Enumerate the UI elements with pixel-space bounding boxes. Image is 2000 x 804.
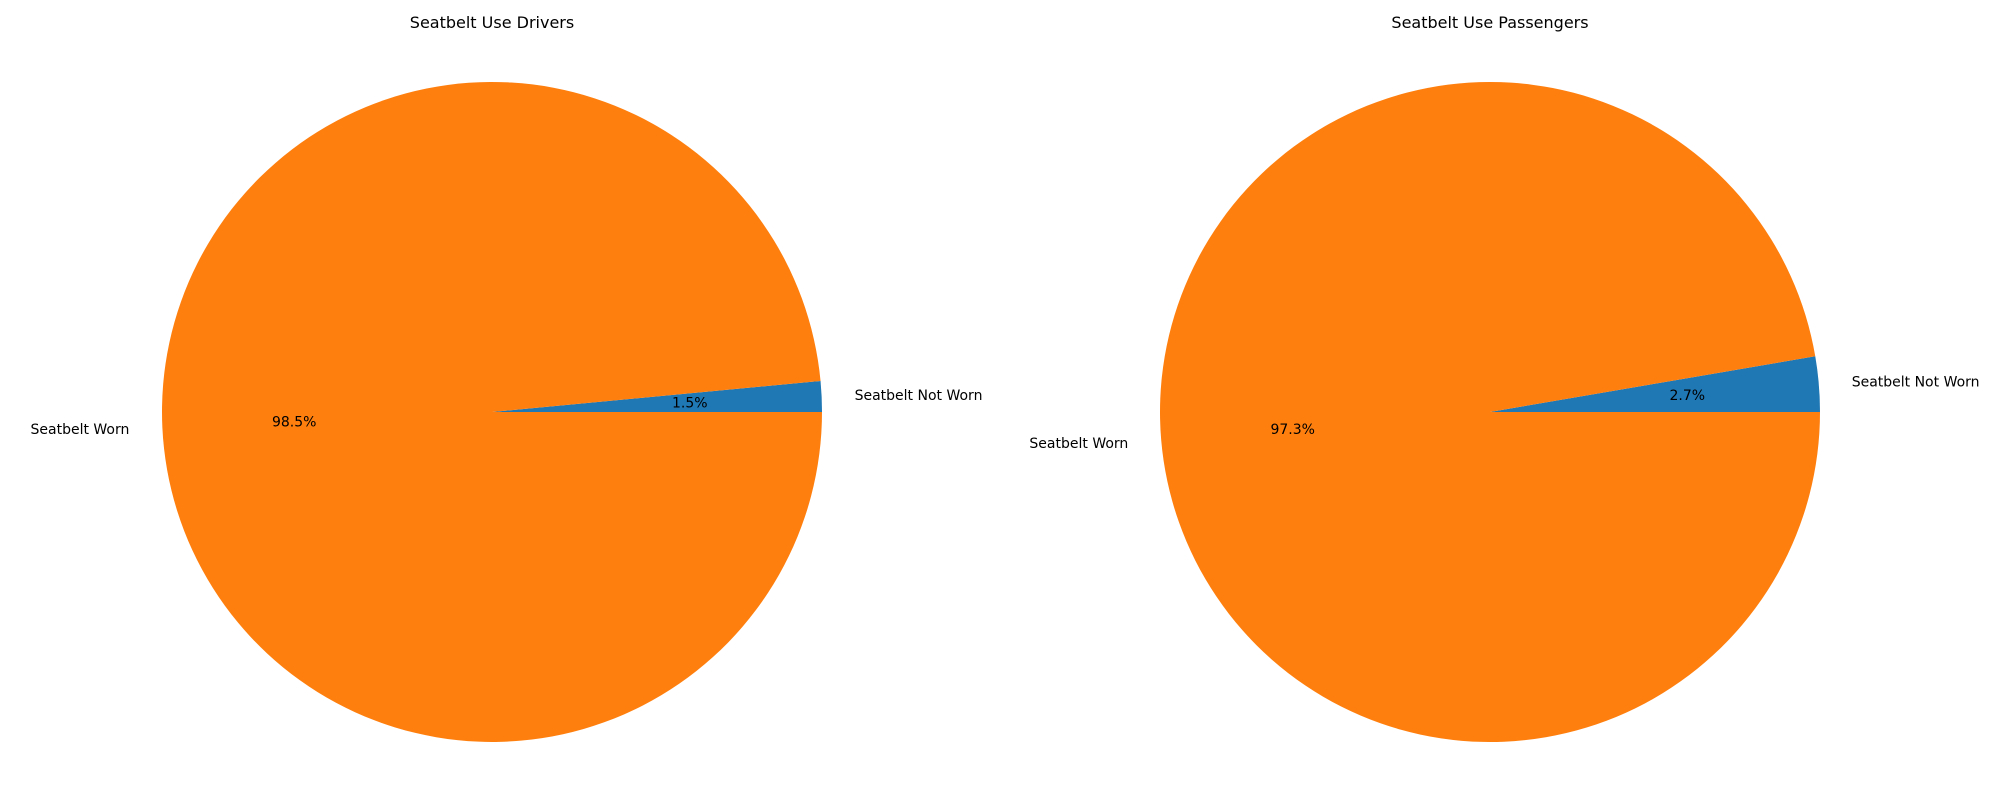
pie-slice-drivers-seatbelt-not-worn bbox=[492, 380, 822, 412]
pie-slice-passengers-seatbelt-not-worn bbox=[1490, 356, 1820, 412]
chart-title-passengers: Seatbelt Use Passengers bbox=[1391, 13, 1588, 32]
pct-label-drivers-seatbelt-not-worn: 1.5% bbox=[672, 396, 708, 412]
chart-title-drivers: Seatbelt Use Drivers bbox=[410, 13, 574, 32]
pct-label-passengers-seatbelt-worn: 97.3% bbox=[1270, 422, 1314, 438]
pie-drivers: 1.5% Seatbelt Not Worn 98.5% Seatbelt Worn S… bbox=[31, 13, 983, 742]
slice-label-passengers-seatbelt-worn: Seatbelt Worn bbox=[1029, 436, 1128, 452]
pie-slice-passengers-seatbelt-worn bbox=[1160, 82, 1820, 743]
pct-label-drivers-seatbelt-worn: 98.5% bbox=[272, 414, 316, 430]
slice-label-drivers-seatbelt-worn: Seatbelt Worn bbox=[31, 422, 130, 438]
pie-slice-drivers-seatbelt-worn bbox=[162, 81, 823, 742]
slice-label-drivers-seatbelt-not-worn: Seatbelt Not Worn bbox=[855, 388, 983, 404]
slice-label-passengers-seatbelt-not-worn: Seatbelt Not Worn bbox=[1852, 374, 1980, 390]
pct-label-passengers-seatbelt-not-worn: 2.7% bbox=[1670, 388, 1706, 404]
pie-passengers: 2.7% Seatbelt Not Worn 97.3% Seatbelt Worn S… bbox=[1029, 13, 1980, 743]
